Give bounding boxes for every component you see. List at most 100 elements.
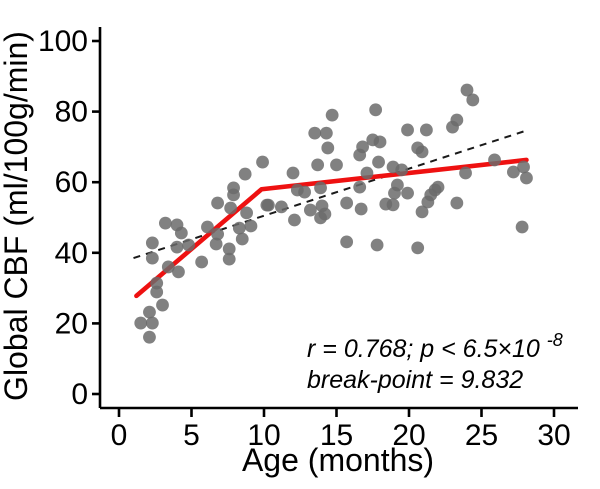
y-tick-label: 80 <box>55 96 88 129</box>
segmented-regression-line <box>134 157 529 299</box>
data-point <box>201 220 214 234</box>
data-point <box>314 181 327 195</box>
data-point <box>507 165 520 179</box>
data-point <box>174 226 188 240</box>
x-tick-label: 5 <box>183 419 200 452</box>
data-point <box>159 216 172 230</box>
data-point <box>321 141 335 155</box>
data-point <box>150 276 164 290</box>
data-point <box>388 186 401 200</box>
data-point <box>286 166 300 180</box>
data-point <box>235 232 249 246</box>
data-point <box>134 316 148 330</box>
data-point <box>172 265 185 279</box>
data-point <box>340 235 354 249</box>
data-point <box>195 255 209 269</box>
axes-layer: 0 5 10 15 20 25 30 0 20 40 60 80 100 <box>38 25 578 452</box>
data-point <box>256 155 269 169</box>
data-point <box>145 316 159 330</box>
y-tick-label: 100 <box>38 25 88 58</box>
data-point <box>424 188 438 202</box>
data-point <box>450 196 464 210</box>
x-tick-label: 15 <box>320 419 353 452</box>
data-point <box>373 135 387 149</box>
data-point <box>298 185 311 199</box>
y-tick-label: 20 <box>55 307 88 340</box>
data-point <box>360 166 374 180</box>
data-point <box>459 166 472 180</box>
annotation-exponent: -8 <box>547 330 563 350</box>
data-point <box>386 198 400 212</box>
data-point <box>488 153 501 167</box>
data-point <box>244 219 258 233</box>
data-point <box>311 158 325 172</box>
data-point <box>354 202 368 216</box>
data-point <box>420 123 433 137</box>
data-point <box>222 252 236 266</box>
x-tick-label: 30 <box>537 419 570 452</box>
data-point <box>369 103 383 117</box>
data-point <box>224 201 238 215</box>
data-point <box>170 240 184 254</box>
data-point <box>143 330 156 344</box>
data-point <box>211 227 225 241</box>
data-point <box>145 236 159 250</box>
data-point <box>261 198 275 212</box>
data-point <box>308 126 322 140</box>
data-point <box>460 83 474 97</box>
x-axis-title: Age (months) <box>242 442 434 478</box>
data-point <box>446 120 459 134</box>
data-point <box>415 145 429 159</box>
data-point <box>238 167 252 181</box>
data-point <box>319 126 333 140</box>
data-point <box>304 203 317 217</box>
data-point <box>222 242 236 256</box>
annotation-r-p-value: r = 0.768; p < 6.5×10 <box>307 335 540 363</box>
data-point <box>372 155 385 169</box>
data-point <box>353 148 367 162</box>
data-point <box>411 241 425 255</box>
data-point <box>156 298 169 312</box>
y-tick-label: 60 <box>55 166 88 199</box>
data-point <box>182 238 196 252</box>
data-point <box>340 196 354 210</box>
data-point <box>395 163 409 177</box>
data-point <box>150 285 164 299</box>
data-point <box>240 206 254 220</box>
data-point <box>466 93 480 107</box>
data-point <box>161 260 175 274</box>
data-point <box>520 171 533 185</box>
annotation-stats-line1: r = 0.768; p < 6.5×10 -8 <box>307 330 563 363</box>
annotation-break-point: break-point = 9.832 <box>307 366 523 394</box>
data-point <box>515 220 529 234</box>
linear-trend-dashed-line <box>133 130 526 260</box>
data-point <box>232 221 246 235</box>
data-point <box>275 200 288 214</box>
y-axis-title: Global CBF (ml/100g/min) <box>0 31 34 401</box>
y-tick-label: 40 <box>55 237 88 270</box>
fit-lines-layer <box>133 130 529 299</box>
x-tick-label: 0 <box>111 419 128 452</box>
data-point <box>211 196 225 210</box>
data-point <box>370 238 384 252</box>
x-tick-label: 20 <box>392 419 425 452</box>
data-point <box>401 186 414 200</box>
data-point <box>288 213 301 227</box>
data-point <box>143 305 156 319</box>
data-point <box>330 158 343 172</box>
data-point <box>227 188 240 202</box>
data-point <box>145 251 159 265</box>
data-point <box>415 205 429 219</box>
data-point <box>353 180 367 194</box>
data-point <box>401 123 414 137</box>
data-point <box>209 237 223 251</box>
data-point <box>314 211 327 225</box>
scatter-points-layer <box>134 83 533 344</box>
data-point <box>517 160 530 174</box>
x-tick-label: 25 <box>465 419 498 452</box>
x-tick-label: 10 <box>247 419 280 452</box>
data-point <box>325 108 339 122</box>
y-tick-label: 0 <box>71 378 88 411</box>
